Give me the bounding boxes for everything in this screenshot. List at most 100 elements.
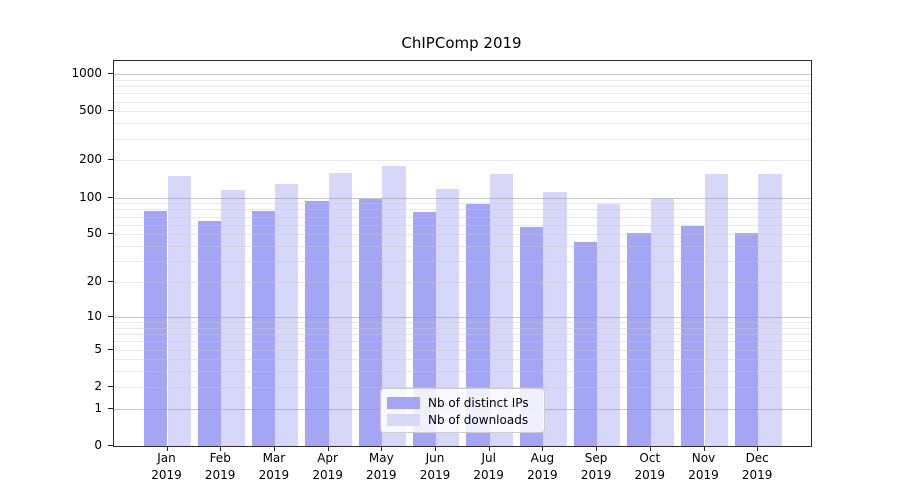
y-tick-mark <box>108 233 113 235</box>
x-tick-mark <box>220 446 222 451</box>
y-tick-label: 500 <box>79 103 102 118</box>
bar-ips-dec <box>734 233 759 446</box>
x-tick-year: 2019 <box>258 468 290 482</box>
x-tick-month: Jun <box>425 451 445 465</box>
y-tick-label: 200 <box>79 152 102 167</box>
x-tick-month: Dec <box>745 451 769 465</box>
y-tick-mark <box>108 73 113 74</box>
bar-downloads-feb <box>221 190 245 446</box>
y-tick-label: 100 <box>79 189 102 204</box>
x-tick-mark <box>435 446 436 451</box>
bar-downloads-oct <box>650 198 675 446</box>
x-tick-month: Mar <box>262 451 286 465</box>
x-tick-mark <box>273 446 275 451</box>
y-tick-mark <box>108 196 113 198</box>
y-tick-label: 1000 <box>71 66 102 80</box>
x-tick-label-aug: Aug 2019 <box>515 450 569 484</box>
x-tick-year: 2019 <box>366 468 397 482</box>
x-tick-year: 2019 <box>312 468 343 482</box>
bar-ips-mar <box>251 210 275 446</box>
bar-downloads-nov <box>704 174 728 446</box>
x-tick-year: 2019 <box>634 468 666 482</box>
x-tick-month: Jul <box>481 451 496 465</box>
x-tick-label-apr: Apr 2019 <box>301 450 355 484</box>
plot-area <box>113 60 812 447</box>
x-tick-month: Oct <box>639 451 661 465</box>
x-tick-year: 2019 <box>151 468 182 482</box>
x-tick-label-jun: Jun 2019 <box>408 450 462 484</box>
bar-ips-nov <box>681 225 705 446</box>
y-tick-mark <box>108 445 113 446</box>
y-tick-label: 20 <box>86 274 102 289</box>
x-tick-mark <box>381 446 383 451</box>
x-tick-label-nov: Nov 2019 <box>677 450 731 484</box>
bar-downloads-sep <box>597 204 621 446</box>
x-tick-mark <box>757 446 759 451</box>
x-tick-label-may: May 2019 <box>354 450 408 484</box>
bar-ips-jul <box>466 204 490 446</box>
x-tick-label-dec: Dec 2019 <box>730 450 784 484</box>
x-tick-year: 2019 <box>741 468 773 482</box>
x-tick-label-oct: Oct 2019 <box>623 450 677 484</box>
bar-ips-may <box>358 198 383 446</box>
bar-downloads-may <box>382 165 406 446</box>
bar-ips-oct <box>627 233 651 446</box>
legend-item-downloads: Nb of downloads <box>387 412 536 427</box>
x-tick-year: 2019 <box>527 468 558 482</box>
x-tick-year: 2019 <box>688 468 719 482</box>
x-tick-month: Feb <box>209 451 231 465</box>
x-tick-label-mar: Mar 2019 <box>247 450 301 484</box>
x-tick-mark <box>488 446 490 451</box>
y-tick-mark <box>108 407 113 409</box>
y-tick-label: 10 <box>86 308 102 323</box>
x-tick-label-feb: Feb 2019 <box>193 450 247 484</box>
x-tick-month: May <box>368 451 394 465</box>
bar-downloads-apr <box>328 173 352 446</box>
x-tick-label-jul: Jul 2019 <box>462 450 516 484</box>
legend-item-distinct-ips: Nb of distinct IPs <box>387 395 536 410</box>
x-tick-year: 2019 <box>473 468 504 482</box>
bar-ips-sep <box>573 242 598 446</box>
y-tick-mark <box>108 159 113 161</box>
bar-downloads-jan <box>167 175 191 446</box>
bar-ips-jan <box>144 210 168 446</box>
x-tick-mark <box>542 446 544 451</box>
x-tick-mark <box>166 446 168 451</box>
bar-downloads-aug <box>543 192 567 446</box>
y-tick-label: 1 <box>94 400 102 415</box>
y-tick-label: 5 <box>94 341 102 356</box>
y-tick-mark <box>108 315 113 317</box>
y-tick-mark <box>108 348 113 350</box>
x-tick-label-sep: Sep 2019 <box>569 450 623 484</box>
x-tick-year: 2019 <box>419 468 451 482</box>
x-tick-month: Aug <box>530 451 555 465</box>
y-tick-mark <box>108 281 113 283</box>
bar-ips-apr <box>305 200 329 446</box>
bar-ips-feb <box>197 221 222 446</box>
x-tick-mark <box>327 446 329 451</box>
legend-label-downloads: Nb of downloads <box>428 412 529 427</box>
x-tick-month: Nov <box>691 451 716 465</box>
chart-title: ChIPComp 2019 <box>401 34 522 52</box>
x-tick-year: 2019 <box>580 468 612 482</box>
y-tick-label: 50 <box>86 226 102 241</box>
x-tick-mark <box>649 446 651 451</box>
legend-label-distinct-ips: Nb of distinct IPs <box>428 395 529 410</box>
x-tick-year: 2019 <box>204 468 236 482</box>
bar-ips-jun <box>412 212 436 446</box>
x-tick-month: Sep <box>584 451 608 465</box>
legend: Nb of distinct IPs Nb of downloads <box>380 388 545 433</box>
legend-swatch-distinct-ips <box>387 396 420 409</box>
y-tick-label: 0 <box>94 438 102 452</box>
y-tick-mark <box>108 385 113 387</box>
x-tick-month: Jan <box>157 451 176 465</box>
x-tick-mark <box>703 446 705 451</box>
bar-downloads-dec <box>758 174 782 446</box>
bar-downloads-jul <box>489 174 514 446</box>
y-tick-mark <box>108 110 113 112</box>
bar-downloads-mar <box>274 183 299 446</box>
legend-swatch-downloads <box>387 413 420 426</box>
x-tick-label-jan: Jan 2019 <box>140 450 194 484</box>
x-tick-month: Apr <box>317 451 338 465</box>
